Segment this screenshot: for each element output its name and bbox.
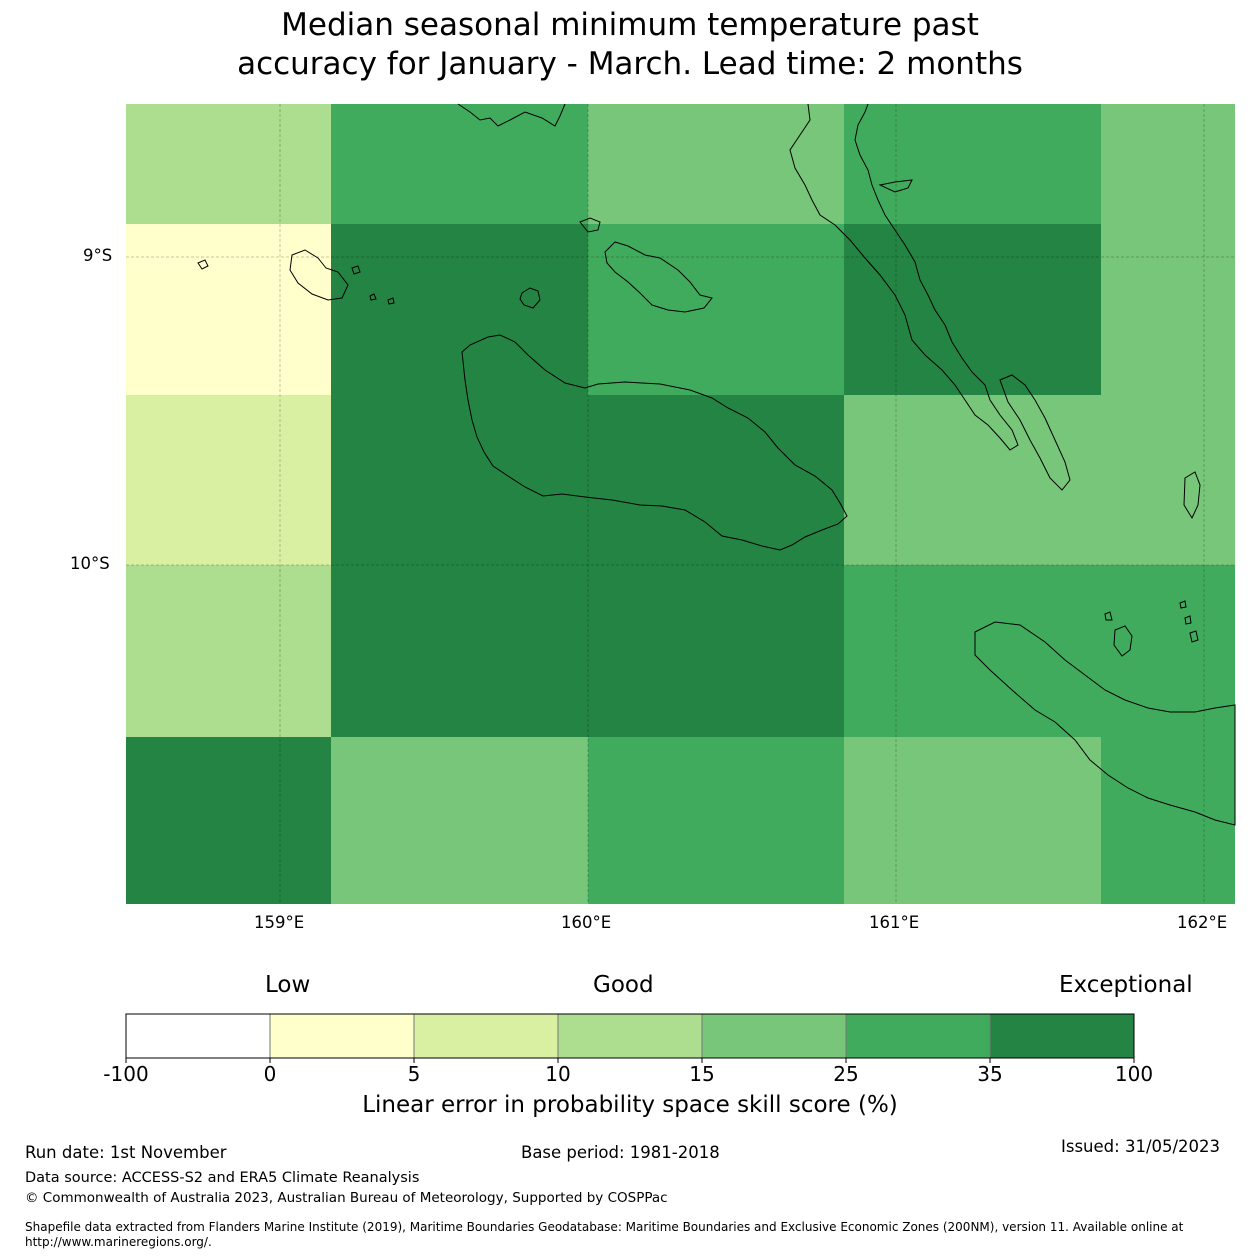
grid-cell-r2-c4	[1101, 395, 1235, 565]
grid-cell-r1-c0	[126, 224, 331, 395]
coastline-island-small	[519, 287, 541, 309]
grid-cell-r3-c1	[331, 565, 588, 737]
grid-cell-r2-c3	[844, 395, 1101, 565]
coastline-islet-a	[387, 297, 395, 305]
grid-cell-r1-c4	[1101, 224, 1235, 395]
copyright: © Commonwealth of Australia 2023, Austra…	[25, 1190, 668, 1206]
grid-cell-r0-c4	[1101, 104, 1235, 224]
lon-label-159e: 159°E	[254, 913, 305, 932]
coastline-islet-d	[1179, 600, 1187, 609]
category-low: Low	[265, 972, 311, 998]
coastline-islet-c	[1104, 611, 1113, 621]
coastline-islet-e	[1184, 615, 1192, 625]
title-line-2: accuracy for January - March. Lead time:…	[237, 46, 1023, 82]
coastlines	[197, 103, 1236, 826]
grid-cell-r1-c3	[844, 224, 1101, 395]
lon-label-160e: 160°E	[561, 913, 612, 932]
grid-cell-r0-c2	[588, 104, 844, 224]
coastline-ugi	[1113, 625, 1133, 657]
coastline-malaita	[789, 103, 1019, 451]
colorbar-swatch-4	[701, 1013, 847, 1059]
grid-cell-r3-c0	[126, 565, 331, 737]
colorbar-swatch-5	[845, 1013, 991, 1059]
coastline-islet-f	[1189, 630, 1199, 643]
grid-cell-r2-c2	[588, 395, 844, 565]
shapefile-credit: Shapefile data extracted from Flanders M…	[25, 1220, 1184, 1249]
coastline-savo	[351, 265, 361, 275]
grid-cell-r4-c1	[331, 737, 588, 904]
grid-cell-r2-c0	[126, 395, 331, 565]
colorbar-swatch-1	[269, 1013, 415, 1059]
colorbar-title: Linear error in probability space skill …	[362, 1092, 898, 1118]
grid-cell-r1-c2	[588, 224, 844, 395]
graticule	[126, 104, 1235, 904]
colorbar-tick-15: 15	[689, 1062, 715, 1086]
coastline-florida-islands	[604, 241, 713, 313]
coastline-ulawa	[1183, 471, 1201, 520]
colorbar	[125, 1013, 1135, 1063]
chart-title: Median seasonal minimum temperature past…	[0, 6, 1260, 84]
grid-cell-r3-c2	[588, 565, 844, 737]
colorbar-outline	[125, 1013, 1135, 1059]
colorbar-swatch-6	[989, 1013, 1135, 1059]
run-date: Run date: 1st November	[25, 1143, 227, 1162]
grid-cell-r0-c3	[844, 104, 1101, 224]
base-period: Base period: 1981-2018	[521, 1143, 720, 1162]
grid-cell-r0-c1	[331, 104, 588, 224]
colorbar-tick-5: 5	[407, 1062, 421, 1086]
grid-cell-r3-c3	[844, 565, 1101, 737]
lon-label-162e: 162°E	[1177, 913, 1228, 932]
coastline-new-georgia-west	[457, 103, 566, 127]
skill-grid	[126, 104, 1235, 904]
lat-label-10s: 10°S	[70, 554, 110, 573]
grid-cell-r4-c4	[1101, 737, 1235, 904]
colorbar-swatch-0	[125, 1013, 271, 1059]
coastline-islet-west	[197, 259, 209, 270]
grid-cell-r0-c0	[126, 104, 331, 224]
colorbar-swatch-2	[413, 1013, 559, 1059]
colorbar-tick-25: 25	[833, 1062, 859, 1086]
coastline-small-malaita	[999, 374, 1071, 491]
coastline-island-north	[579, 217, 601, 233]
category-exceptional: Exceptional	[1059, 972, 1193, 998]
colorbar-tick-35: 35	[977, 1062, 1003, 1086]
colorbar-tick-0: 0	[263, 1062, 277, 1086]
grid-cell-r4-c0	[126, 737, 331, 904]
grid-cell-r4-c3	[844, 737, 1101, 904]
grid-cell-r1-c1	[331, 224, 588, 395]
colorbar-tick-100: 100	[1114, 1062, 1154, 1086]
colorbar-tick-10: 10	[545, 1062, 571, 1086]
grid-cell-r4-c2	[588, 737, 844, 904]
lat-label-9s: 9°S	[83, 246, 113, 265]
title-line-1: Median seasonal minimum temperature past	[281, 7, 979, 43]
coastline-guadalcanal	[461, 334, 848, 551]
grid-cell-r2-c1	[331, 395, 588, 565]
category-good: Good	[593, 972, 654, 998]
coastline-makira	[974, 621, 1236, 826]
coastline-nggela-east	[878, 179, 913, 193]
coastline-islet-b	[369, 293, 377, 301]
coastline-russell-islands	[289, 249, 349, 301]
colorbar-swatch-3	[557, 1013, 703, 1059]
lon-label-161e: 161°E	[869, 913, 920, 932]
data-source: Data source: ACCESS-S2 and ERA5 Climate …	[25, 1170, 420, 1186]
issued-date: Issued: 31/05/2023	[1061, 1137, 1221, 1156]
colorbar-tick-minus100: -100	[103, 1062, 149, 1086]
